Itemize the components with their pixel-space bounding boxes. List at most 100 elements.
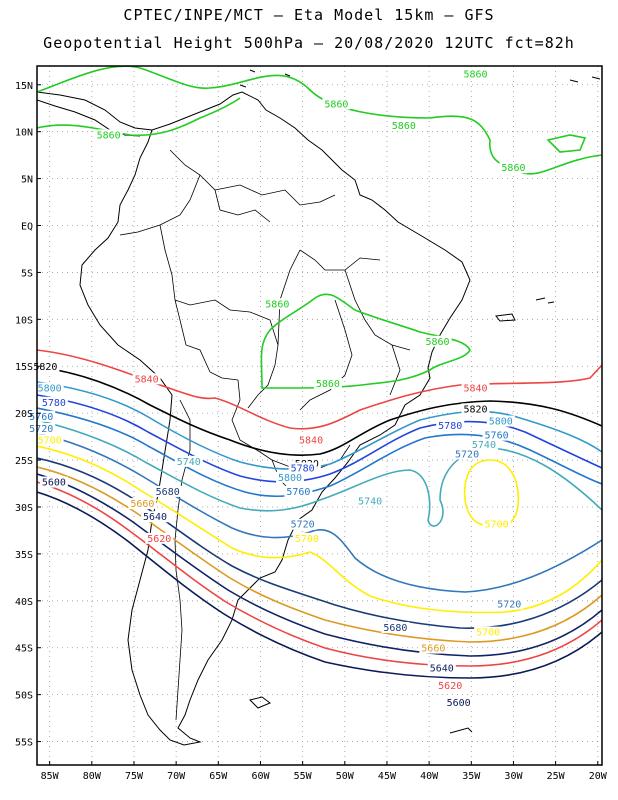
lat-tick-label: 5S bbox=[21, 268, 33, 279]
contour-label: 5720 bbox=[497, 599, 521, 610]
islands-east bbox=[495, 297, 555, 322]
contour-label: 5840 bbox=[463, 384, 487, 395]
contour-label-bg bbox=[461, 403, 490, 415]
lat-tick-label: 30S bbox=[15, 503, 33, 514]
contour-5860-box bbox=[546, 134, 587, 153]
contour-label: 5640 bbox=[143, 512, 167, 523]
contour-label: 5800 bbox=[278, 473, 302, 484]
contour-label-bg bbox=[94, 129, 123, 141]
contour-label-bg bbox=[153, 485, 182, 497]
contour-label: 5740 bbox=[472, 440, 496, 451]
contour-5600 bbox=[37, 491, 602, 679]
contour-label-bg bbox=[495, 598, 524, 610]
caribbean-islands bbox=[239, 69, 601, 88]
contour-label: 5740 bbox=[177, 457, 201, 468]
contour-label-bg bbox=[128, 498, 157, 510]
contour-5800 bbox=[37, 381, 602, 470]
central-america-coast bbox=[37, 91, 153, 137]
contour-label-bg bbox=[436, 420, 465, 432]
lon-tick-label: 70W bbox=[167, 771, 186, 782]
coastlines bbox=[37, 69, 601, 746]
contour-label-bg bbox=[284, 485, 313, 497]
contour-label-bg bbox=[474, 626, 503, 638]
contour-label: 5640 bbox=[430, 663, 454, 674]
contour-label: 5860 bbox=[463, 69, 487, 80]
map-frame bbox=[36, 65, 603, 766]
contour-label: 5620 bbox=[438, 681, 462, 692]
contour-label-bg bbox=[436, 680, 465, 692]
south-america-coast bbox=[79, 91, 471, 746]
contour-label-bg bbox=[423, 335, 452, 347]
contour-label: 5780 bbox=[291, 463, 315, 474]
contour-label-bg bbox=[461, 68, 490, 80]
contour-label-bg bbox=[27, 423, 56, 435]
contour-label-bg bbox=[482, 518, 511, 530]
contour-5720 bbox=[37, 432, 602, 593]
longitude-labels: 85W 80W 75W 70W 65W 60W 55W 50W 45W 40W 35W 30W 25W 2… bbox=[41, 761, 608, 782]
contour-label: 5620 bbox=[147, 534, 171, 545]
contour-5700-closed bbox=[463, 459, 520, 529]
contour-label-bg bbox=[27, 410, 56, 422]
contour-label-bg bbox=[39, 476, 68, 488]
contour-label-bg bbox=[322, 98, 351, 110]
contour-5860-north2 bbox=[37, 97, 241, 137]
lon-tick-label: 60W bbox=[251, 771, 270, 782]
lon-tick-label: 40W bbox=[420, 771, 439, 782]
contour-labels: 5860 5860 5860 5860 5860 5860 5860 5860 5840 5840… bbox=[27, 68, 528, 709]
contour-label: 5720 bbox=[291, 520, 315, 531]
contour-5700-main bbox=[37, 445, 602, 614]
contour-label: 5760 bbox=[286, 487, 310, 498]
contour-label: 5860 bbox=[426, 337, 450, 348]
contour-label: 5860 bbox=[316, 379, 340, 390]
contour-label: 5760 bbox=[29, 412, 53, 423]
contour-label-bg bbox=[174, 455, 203, 467]
contour-label-bg bbox=[35, 434, 64, 446]
contour-label: 5860 bbox=[324, 99, 348, 110]
contour-label: 5860 bbox=[265, 299, 289, 310]
contour-label-bg bbox=[313, 378, 342, 390]
contour-label-bg bbox=[141, 511, 170, 523]
contour-5760 bbox=[37, 407, 602, 498]
contour-label-bg bbox=[419, 642, 448, 654]
contour-label-bg bbox=[499, 162, 528, 174]
lon-tick-label: 80W bbox=[83, 771, 102, 782]
contour-label-bg bbox=[39, 396, 68, 408]
contour-label: 5840 bbox=[299, 435, 323, 446]
contour-label: 5860 bbox=[501, 163, 525, 174]
contour-label-bg bbox=[292, 532, 321, 544]
contour-label: 5860 bbox=[392, 121, 416, 132]
contour-label-bg bbox=[461, 382, 490, 394]
contour-label: 5660 bbox=[130, 499, 154, 510]
contour-label: 5700 bbox=[485, 520, 509, 531]
contour-label: 5700 bbox=[476, 628, 500, 639]
contour-label: 5720 bbox=[29, 424, 53, 435]
lat-tick-label: 35S bbox=[15, 550, 33, 561]
contour-label-bg bbox=[35, 382, 64, 394]
contour-label: 5780 bbox=[438, 421, 462, 432]
lon-tick-label: 75W bbox=[125, 771, 144, 782]
lat-tick-label: 55S bbox=[15, 738, 33, 749]
lat-tick-label: 40S bbox=[15, 597, 33, 608]
lat-tick-label: 25S bbox=[15, 456, 33, 467]
contour-label-bg bbox=[381, 621, 410, 633]
contour-label: 5820 bbox=[463, 404, 487, 415]
lon-tick-label: 55W bbox=[294, 771, 313, 782]
falkland-islands bbox=[249, 696, 271, 709]
map-subtitle: Geopotential Height 500hPa — 20/08/2020 … bbox=[43, 34, 575, 52]
contour-label: 5840 bbox=[135, 374, 159, 385]
lat-tick-label: 45S bbox=[15, 644, 33, 655]
contour-label-bg bbox=[145, 532, 174, 544]
contour-label-bg bbox=[297, 434, 326, 446]
contour-5640 bbox=[37, 473, 602, 657]
contour-label: 5700 bbox=[295, 534, 319, 545]
contour-5820 bbox=[37, 366, 602, 457]
contour-label: 5800 bbox=[489, 417, 513, 428]
lon-tick-label: 25W bbox=[547, 771, 566, 782]
lat-tick-label: 15S bbox=[15, 362, 33, 373]
contour-5860-brazil bbox=[260, 293, 471, 389]
contour-label-bg bbox=[389, 119, 418, 131]
contour-label: 5760 bbox=[485, 431, 509, 442]
contour-label-bg bbox=[469, 438, 498, 450]
contour-label-bg bbox=[486, 415, 515, 427]
contour-label-bg bbox=[288, 462, 317, 474]
